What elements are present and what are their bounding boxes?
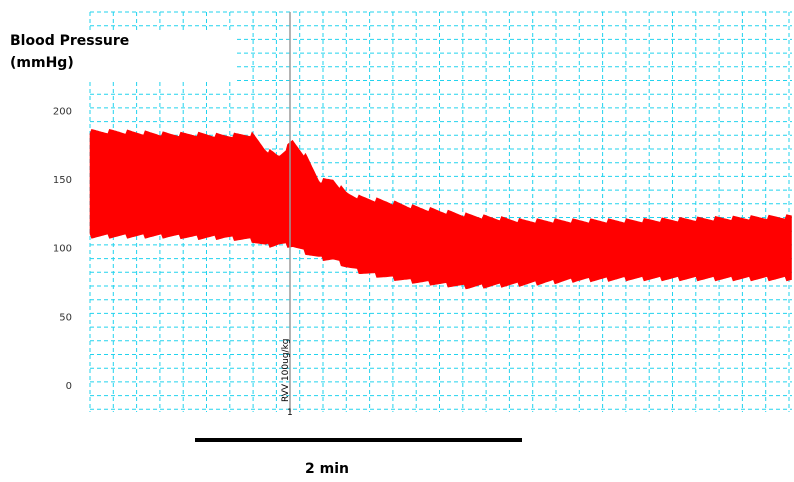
pressure-trace bbox=[89, 129, 792, 290]
y-tick-label: 50 bbox=[59, 312, 72, 323]
time-scale-label: 2 min bbox=[305, 461, 349, 477]
pressure-band bbox=[89, 129, 792, 290]
y-axis-ticks: 0 50 100 150 200 bbox=[53, 106, 72, 392]
y-tick-label: 200 bbox=[53, 106, 72, 117]
y-axis-title-line1: Blood Pressure bbox=[10, 33, 130, 49]
y-tick-label: 150 bbox=[53, 175, 72, 186]
y-axis-title-line2: (mmHg) bbox=[10, 55, 74, 71]
annotation-label: RVV 100ug/kg bbox=[281, 339, 291, 403]
annotation-marker: 1 bbox=[287, 408, 293, 418]
y-tick-label: 100 bbox=[53, 244, 72, 255]
y-axis-title: Blood Pressure (mmHg) bbox=[10, 30, 236, 82]
y-tick-label: 0 bbox=[66, 381, 72, 392]
